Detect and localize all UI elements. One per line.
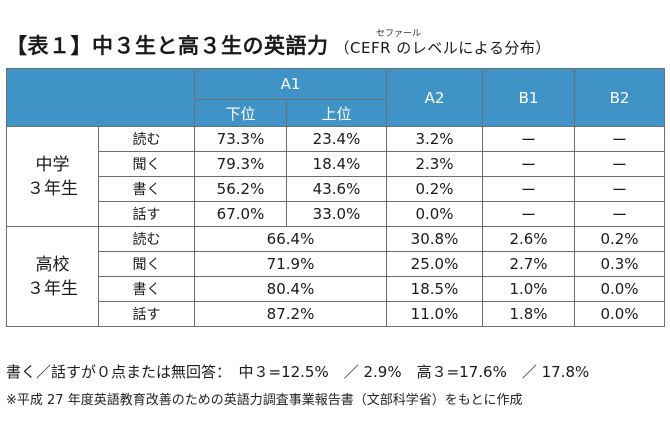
group-label-junior-high: 中学 ３年生 xyxy=(6,126,99,227)
header-b1: B1 xyxy=(482,68,575,127)
value-cell: 0.2% xyxy=(574,226,665,252)
value-cell: 0.0% xyxy=(574,276,665,302)
skill-cell: 話す xyxy=(98,201,195,227)
value-cell: 1.0% xyxy=(482,276,575,302)
title-ruby: セファール xyxy=(376,29,422,39)
header-a1: A1 xyxy=(194,68,387,100)
value-cell: 66.4% xyxy=(194,226,387,252)
value-cell: 0.2% xyxy=(386,176,483,202)
value-cell: 2.6% xyxy=(482,226,575,252)
value-cell: 11.0% xyxy=(386,301,483,327)
header-a1-high: 上位 xyxy=(286,99,387,127)
skill-cell: 聞く xyxy=(98,251,195,277)
value-cell: ー xyxy=(482,151,575,177)
title-main: 【表１】中３生と高３生の英語力 xyxy=(6,34,329,58)
value-cell: 0.3% xyxy=(574,251,665,277)
skill-cell: 読む xyxy=(98,126,195,152)
value-cell: 1.8% xyxy=(482,301,575,327)
value-cell: ー xyxy=(574,176,665,202)
header-blank-cell xyxy=(6,68,195,127)
value-cell: ー xyxy=(574,151,665,177)
skill-cell: 話す xyxy=(98,301,195,327)
table-row: 聞く 79.3% 18.4% 2.3% ー ー xyxy=(7,151,665,177)
value-cell: 25.0% xyxy=(386,251,483,277)
table-row: 聞く 71.9% 25.0% 2.7% 0.3% xyxy=(7,251,665,277)
value-cell: 43.6% xyxy=(286,176,387,202)
table-row: 書く 56.2% 43.6% 0.2% ー ー xyxy=(7,176,665,202)
value-cell: ー xyxy=(482,201,575,227)
group-label-high-school: 高校 ３年生 xyxy=(6,226,99,327)
value-cell: 30.8% xyxy=(386,226,483,252)
value-cell: ー xyxy=(482,176,575,202)
header-a1-low: 下位 xyxy=(194,99,287,127)
table-row: 話す 87.2% 11.0% 1.8% 0.0% xyxy=(7,301,665,327)
table-row: 高校 ３年生 読む 66.4% 30.8% 2.6% 0.2% xyxy=(6,226,665,327)
value-cell: 33.0% xyxy=(286,201,387,227)
value-cell: 67.0% xyxy=(194,201,287,227)
value-cell: ー xyxy=(574,126,665,152)
value-cell: 23.4% xyxy=(286,126,387,152)
table-row: 中学 ３年生 読む 73.3% 23.4% 3.2% ー ー xyxy=(6,126,665,227)
table-subheader-row: 下位 上位 xyxy=(7,99,665,127)
value-cell: 71.9% xyxy=(194,251,387,277)
cefr-distribution-table: A1 A2 B1 B2 下位 上位 中学 ３年生 読む 73.3% 23.4% 3… xyxy=(6,68,665,327)
skill-cell: 読む xyxy=(98,226,195,252)
value-cell: 0.0% xyxy=(386,201,483,227)
no-answer-note: 書く／話すが０点または無回答： 中３=12.5% ／ 2.9% 高３=17.6%… xyxy=(6,363,590,381)
value-cell: 73.3% xyxy=(194,126,287,152)
value-cell: 79.3% xyxy=(194,151,287,177)
header-a2: A2 xyxy=(386,68,483,127)
value-cell: 2.7% xyxy=(482,251,575,277)
skill-cell: 聞く xyxy=(98,151,195,177)
value-cell: 56.2% xyxy=(194,176,287,202)
header-b2: B2 xyxy=(574,68,665,127)
value-cell: ー xyxy=(482,126,575,152)
table-header-row: A1 A2 B1 B2 xyxy=(6,68,665,127)
value-cell: 0.0% xyxy=(574,301,665,327)
table-row: 書く 80.4% 18.5% 1.0% 0.0% xyxy=(7,276,665,302)
title-subtitle: （CEFR のレベルによる分布） xyxy=(334,39,551,57)
skill-cell: 書く xyxy=(98,176,195,202)
value-cell: 2.3% xyxy=(386,151,483,177)
value-cell: 18.4% xyxy=(286,151,387,177)
value-cell: ー xyxy=(574,201,665,227)
value-cell: 18.5% xyxy=(386,276,483,302)
table-row: 話す 67.0% 33.0% 0.0% ー ー xyxy=(7,201,665,227)
source-note: ※平成 27 年度英語教育改善のための英語力調査事業報告書（文部科学省）をもとに… xyxy=(6,393,523,408)
value-cell: 80.4% xyxy=(194,276,387,302)
skill-cell: 書く xyxy=(98,276,195,302)
page-title: 【表１】中３生と高３生の英語力 （CEFR のレベルによる分布） xyxy=(6,30,551,60)
value-cell: 87.2% xyxy=(194,301,387,327)
value-cell: 3.2% xyxy=(386,126,483,152)
